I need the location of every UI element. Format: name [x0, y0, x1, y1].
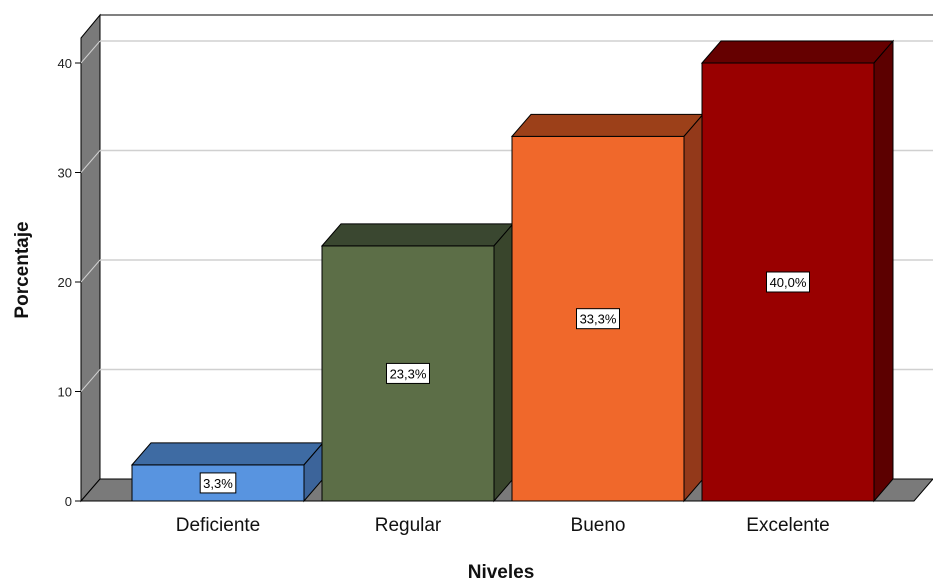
x-category-label: Bueno	[571, 515, 626, 536]
bar-top	[130, 442, 325, 466]
bar-side	[683, 113, 704, 503]
data-label-box: 33,3%	[576, 308, 620, 330]
data-label-bg	[576, 308, 620, 330]
x-axis-title: Niveles	[468, 562, 535, 580]
y-tick-label: 20	[58, 275, 72, 290]
data-label-bg	[386, 362, 430, 384]
y-tick-label: 10	[58, 385, 72, 400]
gridline-side	[80, 150, 101, 173]
x-axis-categories: Deficiente Regular Bueno Excelente	[176, 515, 830, 536]
y-tick-label: 30	[58, 166, 72, 181]
x-category-label: Excelente	[746, 515, 829, 536]
data-label-box: 23,3%	[386, 362, 430, 384]
left-wall	[80, 13, 101, 503]
bar-top	[510, 113, 705, 137]
data-label: 23,3%	[390, 366, 427, 381]
data-label-box: 40,0%	[766, 271, 810, 293]
gridline-side	[80, 40, 101, 64]
x-category-label: Regular	[375, 515, 442, 536]
y-tick-label: 40	[58, 56, 72, 71]
gridline-side	[80, 369, 101, 392]
bar-top	[700, 40, 895, 64]
data-label: 3,3%	[203, 476, 233, 491]
gridline-side	[80, 259, 101, 283]
data-label: 33,3%	[580, 312, 617, 327]
data-label-bg	[766, 271, 810, 293]
y-axis-ticks: 0 10 20 30 40	[58, 56, 81, 509]
data-label: 40,0%	[770, 275, 807, 290]
data-label-box: 3,3%	[199, 472, 237, 494]
bars: 3,3% 23,3% 33,3% 40,0%	[130, 39, 895, 503]
y-axis-title: Porcentaje	[12, 221, 33, 318]
y-tick-label: 0	[65, 494, 72, 509]
bar-top	[320, 223, 515, 247]
bar-side	[493, 222, 514, 503]
data-label-bg	[199, 472, 237, 494]
bar-side	[873, 39, 894, 503]
x-category-label: Deficiente	[176, 515, 261, 536]
